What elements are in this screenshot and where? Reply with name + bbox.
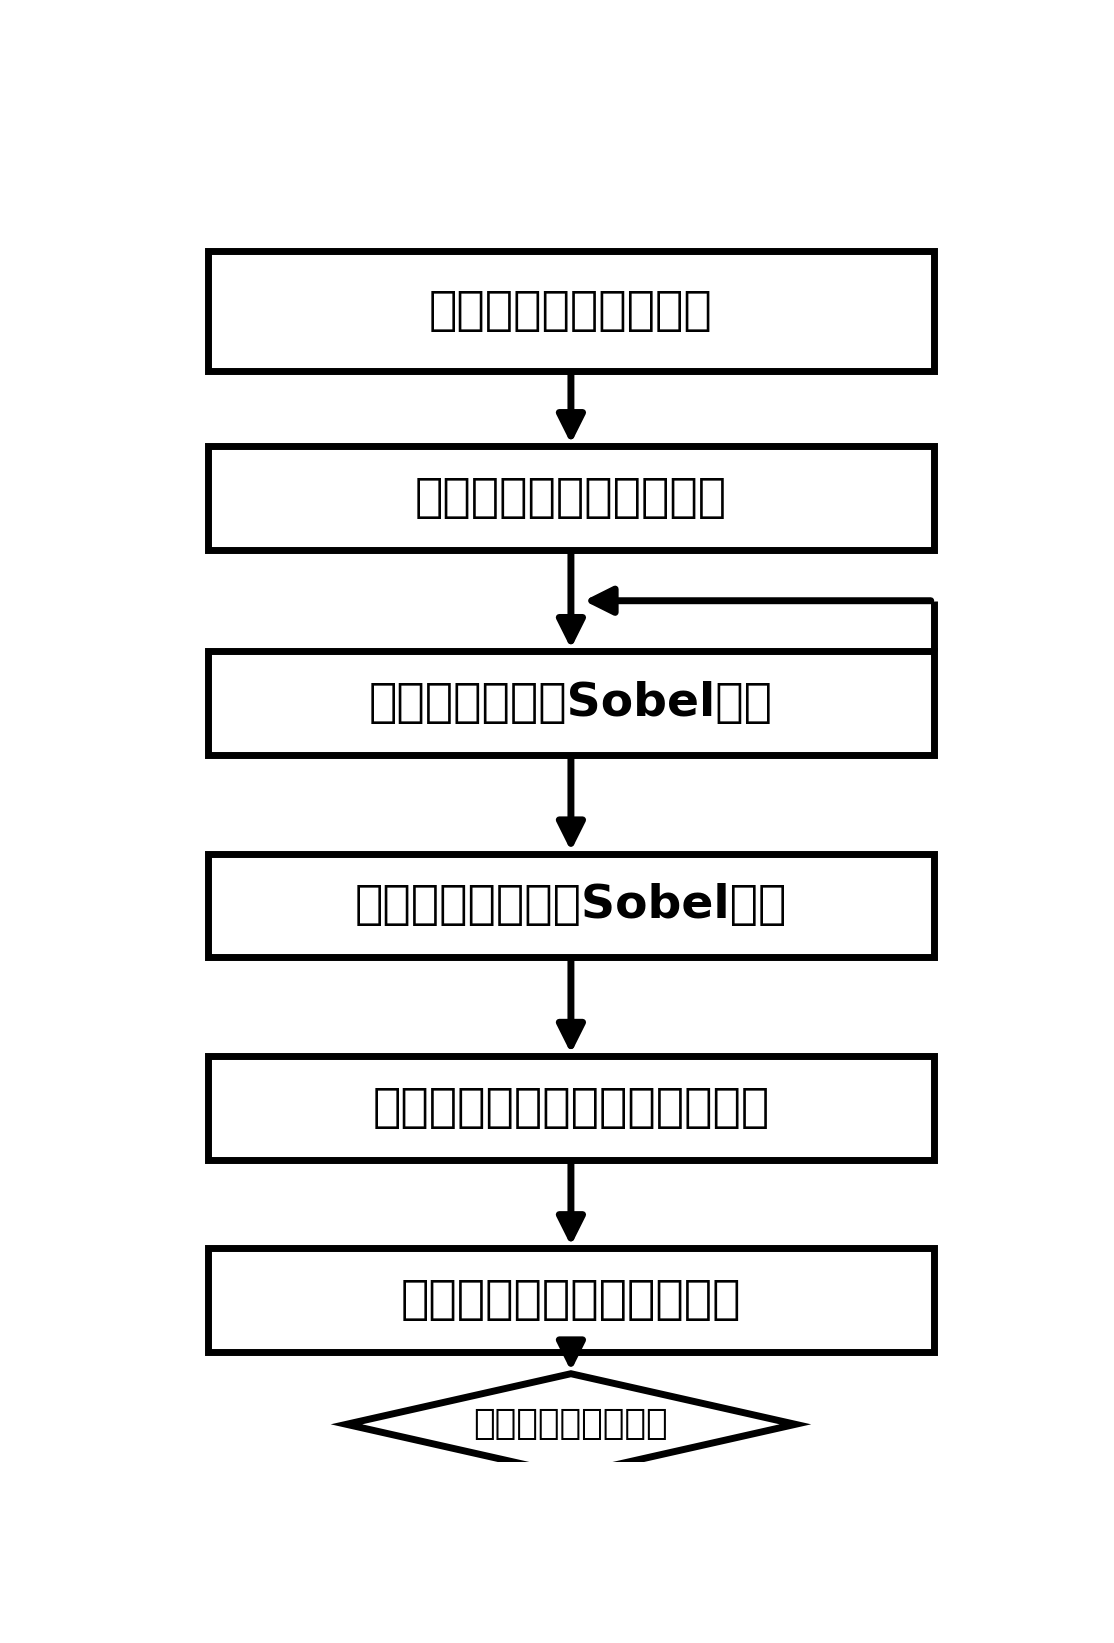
Text: 处理获得任意方向Sobel算子: 处理获得任意方向Sobel算子 — [354, 884, 788, 928]
Text: 验证低级序走滑断层可靠性: 验证低级序走滑断层可靠性 — [401, 1278, 741, 1323]
Text: 断层系统是否合理？: 断层系统是否合理？ — [473, 1408, 668, 1441]
FancyBboxPatch shape — [208, 1249, 934, 1352]
Text: 提取多方向低级序走滑断层系统: 提取多方向低级序走滑断层系统 — [372, 1086, 770, 1130]
Text: 处理获得优势分频相位带: 处理获得优势分频相位带 — [414, 476, 727, 521]
FancyBboxPatch shape — [208, 447, 934, 550]
FancyBboxPatch shape — [208, 1056, 934, 1160]
FancyBboxPatch shape — [208, 251, 934, 371]
Polygon shape — [346, 1374, 795, 1475]
Text: 处理获得主方向Sobel算子: 处理获得主方向Sobel算子 — [369, 680, 773, 726]
FancyBboxPatch shape — [208, 854, 934, 958]
FancyBboxPatch shape — [208, 651, 934, 756]
Text: 分析叠后地震资料品质: 分析叠后地震资料品质 — [429, 289, 713, 334]
